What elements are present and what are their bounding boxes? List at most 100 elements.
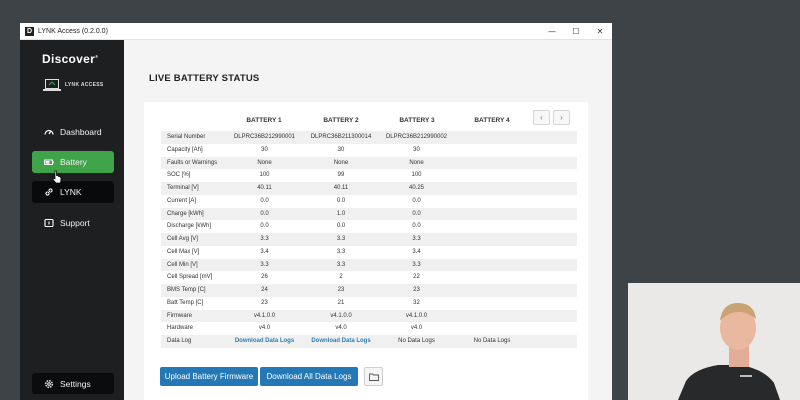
main-content: LIVE BATTERY STATUS BATTERY 1 BATTERY 2 … bbox=[124, 40, 612, 400]
table-cell: 0.0 bbox=[336, 197, 346, 204]
table-cell: 3.3 bbox=[336, 261, 346, 268]
table-cell: 0.0 bbox=[336, 223, 346, 230]
row-label: Cell Spread [mV] bbox=[167, 274, 213, 281]
table-cell: v4.1.0.0 bbox=[253, 312, 276, 319]
download-data-logs-link-battery-1[interactable]: Download Data Logs bbox=[234, 338, 295, 344]
webcam-overlay bbox=[628, 283, 800, 400]
table-cell: 26 bbox=[261, 274, 268, 281]
table-row: SOC [%] 100 99 100 bbox=[161, 169, 577, 182]
lynk-access-label: LYNK ACCESS bbox=[65, 82, 104, 88]
table-cell: DLPRC36B212990002 bbox=[385, 134, 448, 140]
table-cell: 0.0 bbox=[412, 210, 421, 217]
table-cell: 40.11 bbox=[257, 185, 272, 191]
table-row: Hardware v4.0 v4.0 v4.0 bbox=[161, 322, 577, 335]
table-cell: 0.0 bbox=[260, 210, 269, 217]
row-label: Batt Temp [C] bbox=[167, 299, 204, 306]
table-cell: 30 bbox=[413, 146, 420, 153]
sidebar-item-label: LYNK bbox=[60, 187, 82, 197]
table-cell: v4.0 bbox=[258, 325, 271, 332]
table-row: Firmware v4.1.0.0 v4.1.0.0 v4.1.0.0 bbox=[161, 309, 577, 323]
sidebar-item-label: Dashboard bbox=[60, 127, 102, 137]
sidebar-item-support[interactable]: Support bbox=[32, 212, 114, 234]
table-cell: 99 bbox=[337, 172, 345, 179]
row-label: Discharge [kWh] bbox=[167, 223, 212, 230]
row-label: Capacity [Ah] bbox=[167, 146, 203, 153]
table-row-data-log: Data Log Download Data Logs Download Dat… bbox=[161, 335, 577, 348]
mouse-pointer-icon bbox=[52, 170, 62, 184]
presenter-webcam-image bbox=[628, 283, 800, 400]
table-row: Cell Avg [V] 3.3 3.3 3.3 bbox=[161, 233, 577, 246]
lynk-access-logo: LYNK ACCESS bbox=[43, 78, 104, 92]
download-all-data-logs-button[interactable]: Download All Data Logs bbox=[260, 367, 358, 386]
maximize-button[interactable]: ☐ bbox=[572, 27, 580, 36]
row-label: Cell Max [V] bbox=[167, 248, 200, 255]
table-cell: 30 bbox=[261, 146, 268, 153]
laptop-icon bbox=[43, 79, 61, 91]
sidebar-item-dashboard[interactable]: Dashboard bbox=[32, 121, 114, 143]
next-page-button[interactable]: › bbox=[553, 110, 570, 125]
sidebar-item-battery[interactable]: Battery bbox=[32, 151, 114, 173]
table-cell: 23 bbox=[261, 299, 268, 306]
column-header-battery-3: BATTERY 3 bbox=[399, 117, 435, 124]
table-cell: 3.3 bbox=[412, 261, 421, 268]
table-row: Capacity [Ah] 30 30 30 bbox=[161, 144, 577, 157]
row-label: Cell Avg [V] bbox=[167, 236, 198, 242]
support-icon bbox=[44, 218, 54, 228]
close-button[interactable]: ✕ bbox=[596, 27, 604, 36]
sidebar-item-lynk[interactable]: LYNK bbox=[32, 181, 114, 203]
table-cell: 3.3 bbox=[336, 248, 346, 255]
table-row: Current [A] 0.0 0.0 0.0 bbox=[161, 195, 577, 208]
sidebar-item-label: Support bbox=[60, 218, 90, 228]
row-label: Serial Number bbox=[167, 134, 206, 140]
table-cell: 40.11 bbox=[333, 185, 349, 191]
table-row: Batt Temp [C] 23 21 32 bbox=[161, 297, 577, 310]
table-cell: 21 bbox=[337, 299, 345, 306]
gauge-icon bbox=[44, 127, 54, 137]
table-cell: 40.25 bbox=[408, 185, 424, 191]
download-data-logs-link-battery-2[interactable]: Download Data Logs bbox=[311, 338, 371, 344]
table-cell: DLPRC36B211300014 bbox=[310, 134, 372, 140]
row-label: SOC [%] bbox=[167, 172, 191, 179]
title-bar: D LYNK Access (0.2.0.0) — ☐ ✕ bbox=[20, 23, 612, 40]
table-cell: 1.0 bbox=[336, 210, 346, 217]
open-folder-button[interactable] bbox=[364, 367, 383, 386]
table-row: Charge [kWh] 0.0 1.0 0.0 bbox=[161, 207, 577, 221]
table-row: Cell Min [V] 3.3 3.3 3.3 bbox=[161, 258, 577, 272]
table-cell: None bbox=[333, 159, 349, 166]
sidebar-item-settings[interactable]: Settings bbox=[32, 373, 114, 394]
brand-registered-mark: ® bbox=[95, 54, 99, 59]
brand-name: Discover bbox=[42, 52, 96, 66]
row-label: Faults or Warnings bbox=[167, 159, 218, 166]
table-cell: 0.0 bbox=[412, 223, 421, 230]
page-title: LIVE BATTERY STATUS bbox=[149, 73, 260, 84]
table-cell: 0.0 bbox=[260, 197, 269, 204]
sidebar-item-label: Battery bbox=[60, 157, 87, 167]
battery-status-table: Serial Number DLPRC36B212990001 DLPRC36B… bbox=[161, 131, 577, 348]
table-cell: 30 bbox=[337, 146, 345, 153]
table-cell: 23 bbox=[337, 287, 345, 293]
column-header-battery-4: BATTERY 4 bbox=[474, 117, 510, 124]
upload-battery-firmware-button[interactable]: Upload Battery Firmware bbox=[160, 367, 258, 386]
minimize-button[interactable]: — bbox=[548, 27, 556, 36]
no-data-logs-text: No Data Logs bbox=[398, 338, 435, 344]
table-row: Discharge [kWh] 0.0 0.0 0.0 bbox=[161, 220, 577, 233]
window-title: LYNK Access (0.2.0.0) bbox=[38, 27, 108, 35]
row-label: Charge [kWh] bbox=[167, 210, 204, 217]
table-cell: v4.1.0.0 bbox=[405, 312, 428, 319]
prev-page-button[interactable]: ‹ bbox=[533, 110, 550, 125]
row-label: Cell Min [V] bbox=[167, 261, 198, 268]
table-cell: 2 bbox=[339, 274, 343, 281]
battery-status-card: BATTERY 1 BATTERY 2 BATTERY 3 BATTERY 4 … bbox=[144, 102, 588, 400]
table-cell: 3.3 bbox=[336, 236, 346, 242]
action-bar: Upload Battery Firmware Download All Dat… bbox=[160, 367, 383, 386]
table-row: Terminal [V] 40.11 40.11 40.25 bbox=[161, 182, 577, 195]
table-cell: None bbox=[257, 159, 272, 166]
folder-icon bbox=[368, 373, 379, 381]
column-header-battery-2: BATTERY 2 bbox=[323, 117, 359, 124]
table-cell: 32 bbox=[413, 299, 420, 306]
table-cell: 3.3 bbox=[260, 261, 269, 268]
row-label: BMS Temp [C] bbox=[167, 287, 206, 293]
no-data-logs-text: No Data Logs bbox=[473, 338, 511, 344]
battery-icon bbox=[44, 157, 54, 167]
table-row: Cell Spread [mV] 26 2 22 bbox=[161, 271, 577, 284]
